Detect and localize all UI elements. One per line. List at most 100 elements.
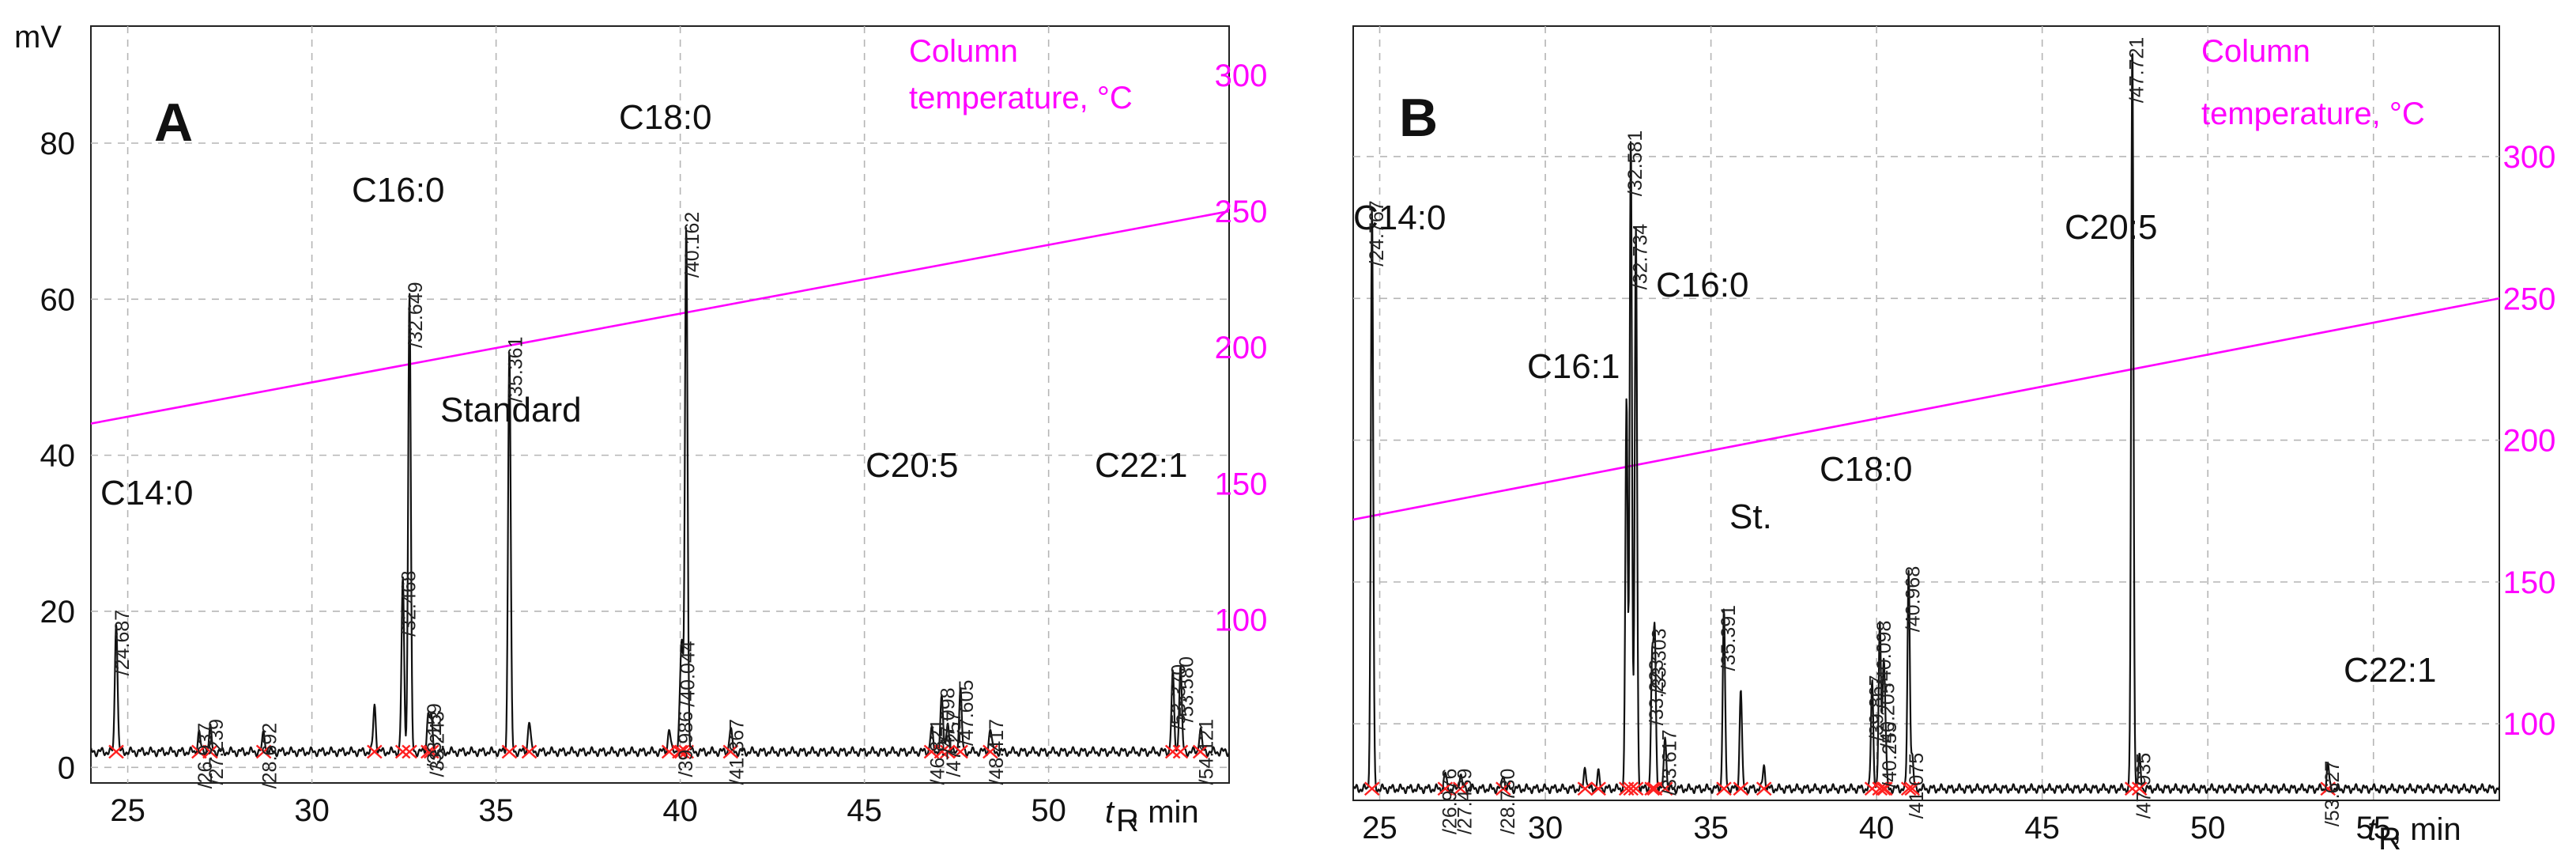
- x-tick-a-50: 50: [1031, 793, 1066, 828]
- temp-tick-a-250: 250: [1215, 195, 1268, 229]
- integration-marks-a: [108, 744, 1209, 759]
- svg-text:t: t: [2367, 812, 2378, 847]
- rt-label-a-35-361: /35.361: [504, 337, 526, 403]
- y-tick-a-20: 20: [40, 595, 76, 630]
- grid-b: [1353, 26, 2499, 800]
- x-tick-labels-b: 25 30 35 40 45 50 55: [1362, 811, 2391, 845]
- trace-a: [91, 227, 1229, 758]
- integration-mark-x-b-18: [1877, 781, 1893, 796]
- rt-label-a-40-162: /40.162: [681, 212, 703, 278]
- temperature-ramp-b: [1353, 297, 2499, 521]
- plot-frame-a: [90, 25, 1230, 784]
- integration-mark-x-b-2: [1452, 781, 1469, 796]
- rt-label-b-32-734: /32.734: [1630, 224, 1652, 290]
- rt-label-a-28-692: /28.692: [259, 723, 281, 788]
- temp-tick-b-250: 250: [2503, 282, 2556, 316]
- chromatogram-trace-b: [1353, 53, 2499, 795]
- x-tick-b-45: 45: [2024, 811, 2060, 845]
- integration-mark-x-a-10: [521, 744, 537, 759]
- rt-label-b-33-617: /33.617: [1659, 729, 1681, 795]
- x-tick-a-45: 45: [847, 793, 882, 828]
- x-tick-b-25: 25: [1362, 811, 1397, 845]
- integration-mark-x-a-0: [108, 744, 124, 759]
- peak-name-c18-0-b: C18:0: [1820, 450, 1912, 489]
- integration-mark-x-b-19: [1900, 781, 1917, 796]
- integration-mark-x-a-1: [191, 744, 207, 759]
- peak-name-c20-5-b: C20:5: [2065, 208, 2157, 247]
- integration-mark-x-a-23: [1192, 744, 1209, 759]
- integration-mark-x-a-3: [255, 744, 272, 759]
- integration-mark-x-a-13: [673, 744, 690, 759]
- temp-tick-a-200: 200: [1215, 331, 1268, 365]
- integration-mark-x-b-7: [1623, 781, 1639, 796]
- x-tick-labels-a: 25 30 35 40 45 50: [110, 793, 1066, 828]
- integration-mark-x-b-3: [1495, 781, 1511, 796]
- rt-label-b-24-767: /24.767: [1366, 200, 1388, 266]
- x-tick-b-30: 30: [1528, 811, 1563, 845]
- integration-mark-x-b-15: [1864, 781, 1880, 796]
- peak-name-c20-5-a: C20:5: [866, 446, 958, 485]
- rt-label-b-41-075: /41.075: [1906, 753, 1928, 819]
- temp-axis-title-b-line2: temperature, °C: [2201, 96, 2425, 131]
- rt-label-b-27-439: /27.439: [1454, 769, 1477, 834]
- rt-label-b-40-098: /40.098: [1873, 621, 1895, 686]
- integration-mark-x-a-6: [402, 744, 417, 759]
- y-tick-a-60: 60: [40, 282, 76, 317]
- rt-label-b-53-627: /53.627: [2321, 761, 2344, 826]
- rt-label-b-40-205: /40.205: [1877, 683, 1899, 748]
- rt-label-a-26-937: /26.937: [194, 723, 217, 788]
- grid-a: [91, 26, 1229, 783]
- y-axis-unit-a: mV: [14, 20, 62, 55]
- peak-name-c14-0-b: C14:0: [1353, 199, 1446, 237]
- peak-name-c16-0-a: C16:0: [352, 171, 444, 210]
- panel-a: 25 30 35 40 45 50 0 20 40 60 80 100 150 200 250 300 m…: [14, 20, 1267, 838]
- x-axis-title-a: t R , min: [1105, 795, 1199, 838]
- temp-tick-b-300: 300: [2503, 140, 2556, 175]
- rt-label-a-53-580: /53.580: [1175, 656, 1197, 722]
- temperature-line-b: [1353, 297, 2499, 521]
- trace-b: [1353, 53, 2499, 795]
- x-tick-a-35: 35: [478, 793, 514, 828]
- temp-axis-title-a-line1: Column: [909, 34, 1018, 69]
- integration-mark-x-a-15: [722, 744, 739, 759]
- rt-label-b-47-721: /47.721: [2126, 37, 2148, 103]
- integration-mark-x-b-9: [1644, 781, 1660, 796]
- panel-letter-a: A: [154, 93, 193, 153]
- integration-mark-x-a-9: [501, 744, 518, 759]
- rt-label-a-41-367: /41.367: [726, 719, 748, 785]
- integration-mark-x-a-5: [394, 744, 411, 759]
- temp-tick-b-200: 200: [2503, 424, 2556, 459]
- integration-mark-x-b-20: [1904, 781, 1920, 796]
- integration-mark-x-a-21: [1164, 744, 1181, 759]
- x-tick-a-40: 40: [662, 793, 698, 828]
- peak-name-c16-1-b: C16:1: [1527, 347, 1620, 386]
- peak-name-c18-0-a: C18:0: [619, 98, 711, 137]
- rt-label-a-53-370: /53.370: [1168, 664, 1190, 730]
- temp-tick-a-100: 100: [1215, 603, 1268, 637]
- x-tick-a-30: 30: [294, 793, 330, 828]
- rt-label-b-33-303: /33.303: [1648, 628, 1670, 694]
- integration-mark-x-b-14: [1756, 781, 1772, 796]
- rt-label-b-32-581: /32.581: [1624, 130, 1646, 196]
- integration-mark-x-b-0: [1363, 781, 1380, 796]
- x-tick-b-35: 35: [1693, 811, 1729, 845]
- x-axis-title-b: t R , min: [2367, 812, 2461, 857]
- integration-mark-x-a-12: [672, 744, 688, 759]
- integration-mark-x-a-19: [952, 744, 968, 759]
- rt-label-b-33-223: /33.223: [1646, 660, 1668, 725]
- integration-mark-x-a-17: [940, 744, 956, 759]
- x-tick-a-25: 25: [110, 793, 145, 828]
- rt-label-b-40-255: /40.255: [1879, 722, 1901, 788]
- peak-name-c22-1-a: C22:1: [1095, 446, 1187, 485]
- integration-mark-x-b-12: [1716, 781, 1732, 796]
- rt-label-a-47-257: /47.257: [943, 711, 965, 777]
- integration-mark-x-a-8: [423, 744, 439, 759]
- rt-label-a-39-986: /39.986: [675, 711, 697, 777]
- svg-text:R: R: [2378, 822, 2401, 857]
- rt-label-a-47-605: /47.605: [956, 680, 978, 746]
- rt-label-b-26-976: /26.976: [1439, 769, 1461, 834]
- temp-tick-labels-b: 100 150 200 250 300: [2503, 140, 2556, 742]
- temp-tick-a-300: 300: [1215, 59, 1268, 93]
